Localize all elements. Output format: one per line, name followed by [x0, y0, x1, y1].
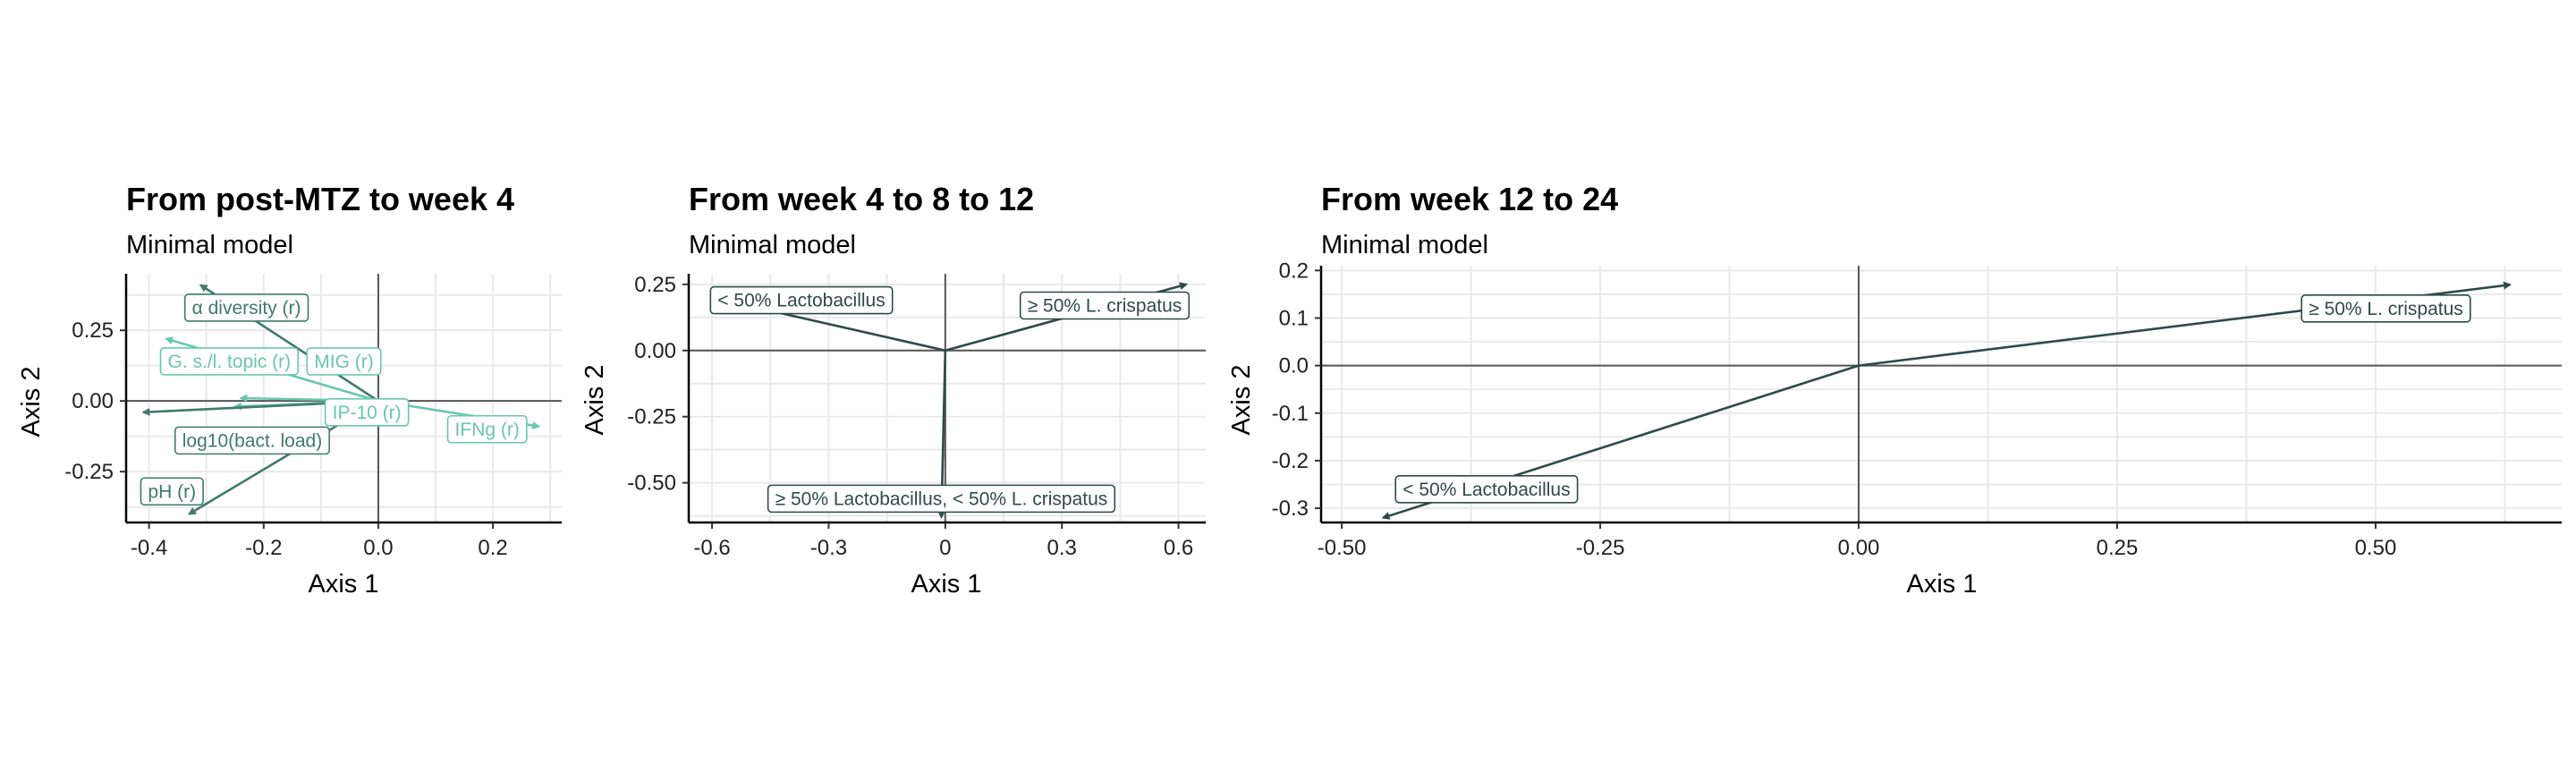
- arrow-label-box: [140, 477, 204, 506]
- arrow-label-box: [159, 347, 299, 376]
- panel-title: From post-MTZ to week 4: [126, 181, 514, 217]
- arrow-label: MIG (r): [306, 347, 382, 376]
- arrow-label-text: < 50% Lactobacillus: [717, 291, 885, 311]
- arrow-label-text: α diversity (r): [192, 298, 301, 319]
- x-tick-label: 0: [939, 536, 951, 560]
- x-tick-label: 0.2: [478, 536, 507, 560]
- arrow-label-box: [324, 397, 410, 427]
- arrow-label-box: [1394, 474, 1579, 504]
- x-tick-label: 0.6: [1164, 536, 1193, 560]
- y-axis-label: Axis 2: [580, 365, 609, 436]
- arrow-label: < 50% Lactobacillus: [709, 285, 894, 315]
- arrow-label: ≥ 50% Lactobacillus, < 50% L. crispatus: [767, 484, 1116, 514]
- x-axis-label: Axis 1: [1907, 570, 1978, 599]
- y-axis-label: Axis 2: [17, 367, 46, 437]
- panel-title: From week 12 to 24: [1321, 181, 1618, 217]
- arrow-label-text: MIG (r): [314, 352, 373, 372]
- arrow-labels: α diversity (r) G. s./l. topic (r) MIG (r)…: [140, 293, 528, 506]
- arrow-label: G. s./l. topic (r): [159, 347, 299, 376]
- y-tick-label: 0.2: [1279, 259, 1309, 283]
- arrow-label-text: pH (r): [148, 481, 196, 502]
- plot-area: -0.4 -0.2 0.0 0.2 -0.25 0.00 0.25 α diversity (…: [64, 274, 562, 560]
- y-axis-label: Axis 2: [1227, 365, 1256, 436]
- arrow-label: log10(bact. load): [174, 426, 330, 455]
- panel-week4-to-8-to-12: From week 4 to 8 to 12 Minimal model Axi…: [580, 181, 1206, 599]
- x-tick-label: 0.0: [363, 536, 393, 560]
- y-tick-label: -0.2: [1272, 449, 1309, 473]
- x-tick-label: 0.50: [2355, 536, 2397, 560]
- panel-week12-to-24: From week 12 to 24 Minimal model Axis 1 …: [1227, 181, 2562, 599]
- arrow-label-text: ≥ 50% L. crispatus: [1028, 295, 1182, 316]
- x-tick-label: -0.2: [245, 536, 282, 560]
- arrow-label-box: [709, 285, 894, 315]
- x-tick-label: -0.6: [693, 536, 730, 560]
- x-tick-label: 0.25: [2097, 536, 2139, 560]
- x-tick-label: 0.3: [1047, 536, 1077, 560]
- x-axis-label: Axis 1: [911, 570, 982, 599]
- arrow-label-text: IFNg (r): [455, 420, 520, 440]
- arrow-label-box: [174, 426, 330, 455]
- arrow-label-box: [2301, 294, 2471, 323]
- arrow-label: ≥ 50% L. crispatus: [1019, 291, 1191, 320]
- arrow-label-box: [767, 484, 1116, 514]
- y-tick-label: 0.00: [634, 339, 676, 363]
- y-tick-label: -0.25: [627, 405, 676, 429]
- y-tick-label: 0.00: [72, 389, 114, 413]
- arrow-labels: < 50% Lactobacillus ≥ 50% L. crispatus ≥ 5…: [709, 285, 1191, 514]
- arrow-label: pH (r): [140, 477, 204, 506]
- arrow-label-text: ≥ 50% Lactobacillus, < 50% L. crispatus: [775, 488, 1108, 509]
- arrow-label-text: G. s./l. topic (r): [167, 352, 291, 372]
- arrow-label-text: ≥ 50% L. crispatus: [2309, 299, 2463, 319]
- y-tick-label: -0.50: [627, 471, 676, 496]
- panel-title: From week 4 to 8 to 12: [689, 181, 1034, 217]
- arrow-label-text: < 50% Lactobacillus: [1402, 480, 1570, 500]
- y-tick-label: 0.25: [72, 319, 114, 343]
- y-tick-label: -0.25: [64, 460, 114, 484]
- x-tick-label: -0.50: [1318, 536, 1367, 560]
- arrow-label: ≥ 50% L. crispatus: [2301, 294, 2471, 323]
- x-tick-label: -0.25: [1576, 536, 1625, 560]
- panel-subtitle: Minimal model: [1321, 231, 1488, 259]
- plot-area: -0.6 -0.3 0 0.3 0.6 -0.50 -0.25 0.00 0.25 < 50% L…: [627, 273, 1206, 560]
- y-tick-label: 0.0: [1279, 354, 1309, 378]
- panel-subtitle: Minimal model: [126, 231, 293, 259]
- panel-subtitle: Minimal model: [689, 231, 856, 259]
- y-tick-label: 0.25: [634, 273, 676, 297]
- arrow-label: < 50% Lactobacillus: [1394, 474, 1579, 504]
- arrow-label: α diversity (r): [183, 293, 309, 322]
- y-tick-label: -0.3: [1272, 497, 1309, 521]
- arrow-label: IFNg (r): [446, 414, 528, 444]
- plot-area: -0.50 -0.25 0.00 0.25 0.50 -0.3 -0.2 -0.1 0.0 0.1…: [1272, 259, 2562, 560]
- arrow-label-box: [446, 414, 528, 444]
- x-tick-label: 0.00: [1838, 536, 1880, 560]
- x-tick-label: -0.3: [810, 536, 847, 560]
- x-tick-label: -0.4: [131, 536, 167, 560]
- arrow-label-box: [183, 293, 309, 322]
- arrow-labels: ≥ 50% L. crispatus < 50% Lactobacillus: [1394, 294, 2471, 504]
- arrow-label-box: [306, 347, 382, 376]
- y-tick-label: -0.1: [1272, 402, 1309, 426]
- arrow-label: IP-10 (r): [324, 397, 410, 427]
- arrow-label-text: IP-10 (r): [333, 403, 402, 423]
- y-tick-label: 0.1: [1279, 306, 1309, 330]
- x-axis-label: Axis 1: [309, 570, 379, 599]
- panel-post-mtz-to-week4: From post-MTZ to week 4 Minimal model Ax…: [17, 181, 562, 599]
- arrow-label-text: log10(bact. load): [182, 430, 322, 451]
- arrow-label-box: [1019, 291, 1191, 320]
